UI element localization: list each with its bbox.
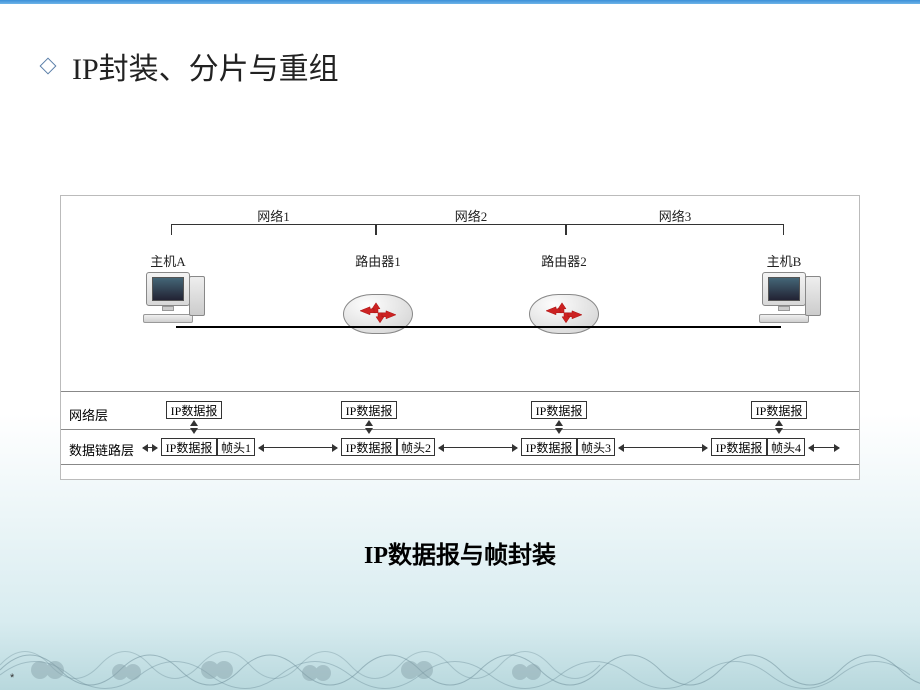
router-1-icon — [343, 294, 413, 334]
diagram-caption: IP数据报与帧封装 — [364, 535, 556, 570]
frame-header-box: 帧头4 — [767, 438, 805, 456]
frame-ip-box: IP数据报 — [711, 438, 767, 456]
label-host-b: 主机B — [767, 251, 802, 270]
network-diagram: 网络1 网络2 网络3 主机A 路由器1 路由器2 主机B — [60, 195, 860, 480]
network-label-2: 网络2 — [455, 206, 488, 225]
layer-arrow-icon — [554, 420, 564, 434]
link-arrow-icon — [439, 447, 517, 448]
router-2-icon — [529, 294, 599, 334]
network-label-1: 网络1 — [257, 206, 290, 225]
layer-arrow-icon — [189, 420, 199, 434]
bullet-icon — [40, 58, 57, 75]
divider-3 — [61, 464, 859, 465]
ip-datagram-box: IP数据报 — [166, 401, 222, 419]
link-arrow-icon — [259, 447, 337, 448]
slide-title-row: IP封装、分片与重组 — [0, 4, 920, 88]
link-arrow-icon — [809, 447, 839, 448]
label-router-2: 路由器2 — [541, 251, 587, 270]
layer-arrow-icon — [774, 420, 784, 434]
network-bus-line — [176, 326, 781, 328]
host-b-icon — [749, 272, 819, 323]
wave-decoration — [0, 620, 920, 690]
frame-ip-box: IP数据报 — [521, 438, 577, 456]
label-router-1: 路由器1 — [355, 251, 401, 270]
network-brace-1 — [171, 224, 376, 234]
network-brace-3 — [566, 224, 784, 234]
slide-title: IP封装、分片与重组 — [72, 44, 339, 88]
network-brace-2 — [376, 224, 566, 234]
label-host-a: 主机A — [150, 251, 185, 270]
divider-1 — [61, 391, 859, 392]
ip-datagram-box: IP数据报 — [531, 401, 587, 419]
layer-network-label: 网络层 — [69, 405, 108, 424]
frame-header-box: 帧头3 — [577, 438, 615, 456]
layer-arrow-icon — [364, 420, 374, 434]
frame-ip-box: IP数据报 — [341, 438, 397, 456]
divider-2 — [61, 429, 859, 430]
link-arrow-icon — [619, 447, 707, 448]
link-arrow-icon — [143, 447, 157, 448]
host-a-icon — [133, 272, 203, 323]
frame-header-box: 帧头2 — [397, 438, 435, 456]
frame-ip-box: IP数据报 — [161, 438, 217, 456]
network-label-3: 网络3 — [659, 206, 692, 225]
frame-header-box: 帧头1 — [217, 438, 255, 456]
layer-datalink-label: 数据链路层 — [69, 440, 134, 459]
footer-mark: * — [10, 672, 14, 684]
ip-datagram-box: IP数据报 — [341, 401, 397, 419]
ip-datagram-box: IP数据报 — [751, 401, 807, 419]
